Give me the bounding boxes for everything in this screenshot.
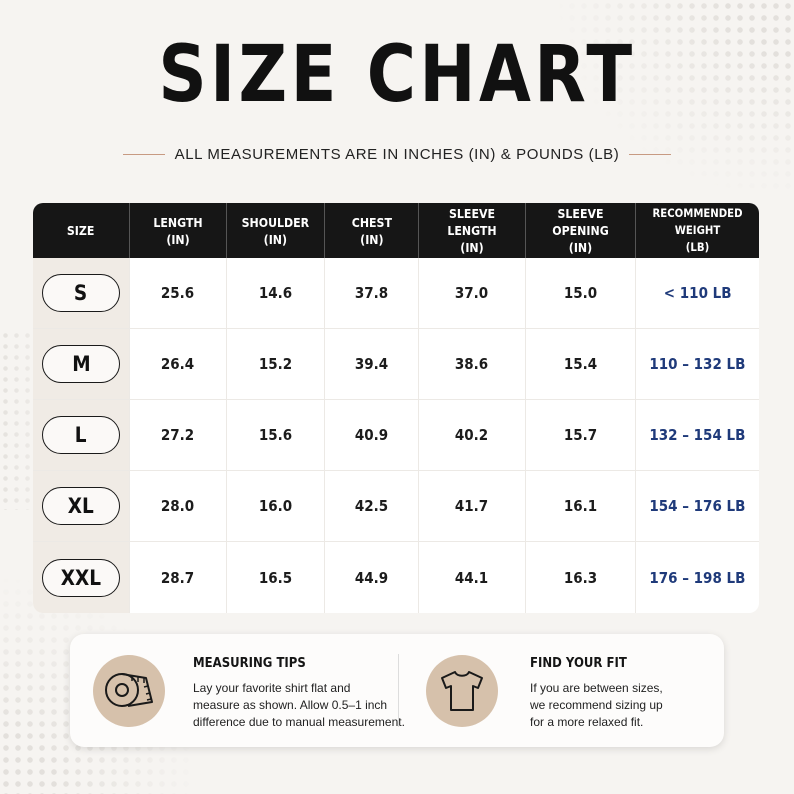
divider-line — [629, 154, 672, 155]
measuring-tips-text: Lay your favorite shirt flat and measure… — [193, 681, 405, 729]
chest-cell: 44.9 — [325, 542, 419, 613]
size-badge: L — [42, 416, 120, 454]
sleeve-opening-cell: 15.4 — [526, 329, 636, 399]
header-size: SIZE — [33, 203, 130, 258]
size-badge: XL — [42, 487, 120, 525]
table-row: XXL 28.7 16.5 44.9 44.1 16.3 176 – 198 L… — [33, 542, 759, 613]
page-subtitle: ALL MEASUREMENTS ARE IN INCHES (IN) & PO… — [174, 146, 620, 163]
header-recommended-weight: RECOMMENDED WEIGHT (LB) — [652, 206, 743, 254]
header-sleeve-opening: SLEEVE OPENING (IN) — [526, 203, 636, 258]
table-row: M 26.4 15.2 39.4 38.6 15.4 110 – 132 LB — [33, 329, 759, 400]
sleeve-opening-cell: 15.0 — [526, 258, 636, 328]
chest-cell: 40.9 — [325, 400, 419, 470]
measuring-tips: MEASURING TIPS Lay your favorite shirt f… — [70, 634, 405, 747]
panel-divider — [398, 654, 399, 727]
length-cell: 26.4 — [130, 329, 227, 399]
size-table: SIZE LENGTH (IN) SHOULDER (IN) CHEST (IN… — [33, 203, 759, 613]
divider-line — [122, 154, 165, 155]
header-chest: CHEST (IN) — [325, 203, 419, 258]
weight-cell: 176 – 198 LB — [649, 568, 746, 587]
table-row: L 27.2 15.6 40.9 40.2 15.7 132 – 154 LB — [33, 400, 759, 471]
length-cell: 27.2 — [130, 400, 227, 470]
shoulder-cell: 16.5 — [227, 542, 325, 613]
header-shoulder: SHOULDER (IN) — [227, 203, 325, 258]
subtitle-row: ALL MEASUREMENTS ARE IN INCHES (IN) & PO… — [0, 146, 794, 163]
shoulder-cell: 14.6 — [227, 258, 325, 328]
table-row: XL 28.0 16.0 42.5 41.7 16.1 154 – 176 LB — [33, 471, 759, 542]
measuring-tips-title: MEASURING TIPS — [193, 656, 306, 671]
weight-cell: 132 – 154 LB — [649, 426, 746, 444]
shoulder-cell: 15.2 — [227, 329, 325, 399]
sleeve-opening-cell: 16.3 — [526, 542, 636, 613]
page-title: SIZE CHART — [158, 30, 636, 120]
tips-panel: MEASURING TIPS Lay your favorite shirt f… — [70, 634, 724, 747]
chest-cell: 42.5 — [325, 471, 419, 541]
size-badge: XXL — [42, 558, 120, 597]
find-your-fit-text: If you are between sizes, we recommend s… — [530, 681, 663, 729]
length-cell: 25.6 — [130, 258, 227, 328]
measuring-tape-icon — [93, 655, 165, 727]
sleeve-length-cell: 40.2 — [419, 400, 526, 470]
chest-cell: 39.4 — [325, 329, 419, 399]
table-row: S 25.6 14.6 37.8 37.0 15.0 < 110 LB — [33, 258, 759, 329]
length-cell: 28.7 — [130, 542, 227, 613]
shoulder-cell: 15.6 — [227, 400, 325, 470]
sleeve-length-cell: 44.1 — [419, 542, 526, 613]
size-badge: M — [42, 345, 120, 383]
size-badge: S — [42, 274, 120, 312]
tshirt-icon — [426, 655, 498, 727]
size-cell: XXL — [33, 542, 130, 613]
table-body: S 25.6 14.6 37.8 37.0 15.0 < 110 LB M 26… — [33, 258, 759, 613]
table-header: SIZE LENGTH (IN) SHOULDER (IN) CHEST (IN… — [33, 203, 759, 258]
shoulder-cell: 16.0 — [227, 471, 325, 541]
weight-cell: < 110 LB — [663, 284, 732, 302]
weight-cell: 110 – 132 LB — [649, 355, 746, 373]
sleeve-length-cell: 38.6 — [419, 329, 526, 399]
sleeve-length-cell: 37.0 — [419, 258, 526, 328]
length-cell: 28.0 — [130, 471, 227, 541]
size-cell: M — [33, 329, 130, 399]
size-cell: XL — [33, 471, 130, 541]
sleeve-opening-cell: 15.7 — [526, 400, 636, 470]
sleeve-length-cell: 41.7 — [419, 471, 526, 541]
sleeve-opening-cell: 16.1 — [526, 471, 636, 541]
chest-cell: 37.8 — [325, 258, 419, 328]
header-length: LENGTH (IN) — [130, 203, 227, 258]
find-your-fit: FIND YOUR FIT If you are between sizes, … — [399, 634, 724, 747]
size-cell: S — [33, 258, 130, 328]
find-your-fit-title: FIND YOUR FIT — [530, 656, 627, 671]
header-sleeve-length: SLEEVE LENGTH (IN) — [419, 203, 526, 258]
size-cell: L — [33, 400, 130, 470]
weight-cell: 154 – 176 LB — [649, 497, 746, 515]
